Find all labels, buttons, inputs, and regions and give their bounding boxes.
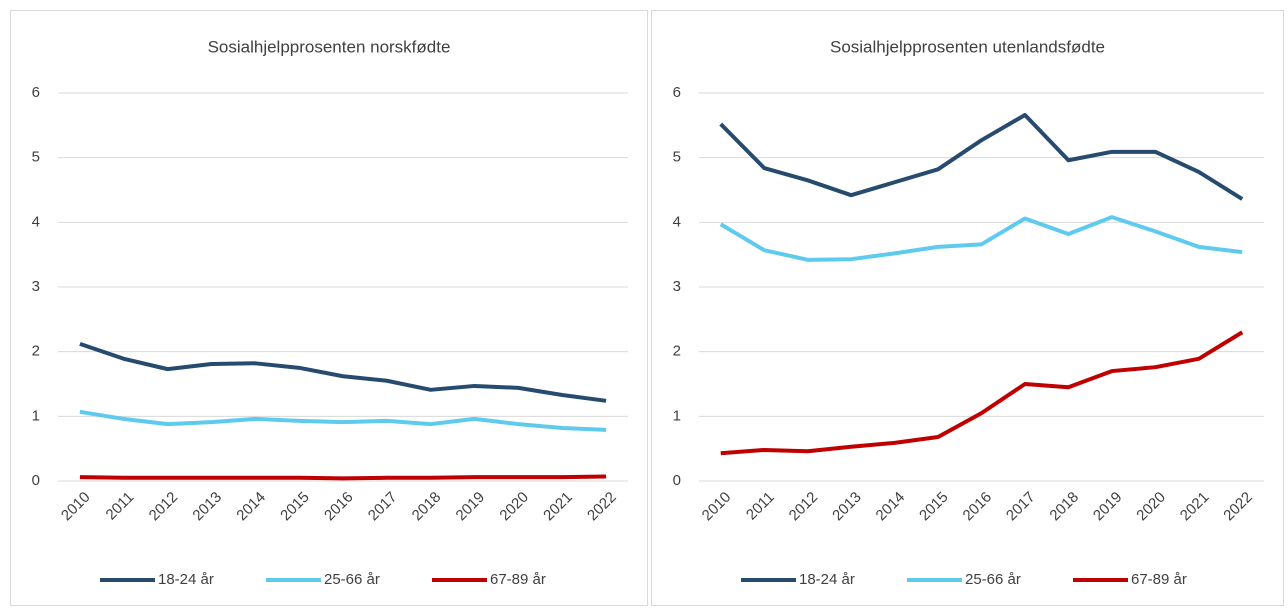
legend-label: 25-66 år [324, 571, 380, 588]
y-tick-label: 6 [673, 84, 681, 101]
line-series [79, 474, 607, 481]
y-tick-label: 4 [32, 213, 40, 230]
line-series [79, 409, 607, 432]
chart-title: Sosialhjelpprosenten utenlandsfødte [830, 37, 1105, 56]
y-tick-label: 3 [32, 278, 40, 295]
y-tick-label: 2 [673, 343, 681, 360]
panel [651, 10, 1284, 606]
y-tick-label: 5 [673, 149, 681, 166]
y-tick-label: 1 [32, 407, 40, 424]
y-tick-label: 4 [673, 213, 681, 230]
line-series [719, 215, 1243, 262]
line-series [720, 330, 1244, 456]
y-tick-label: 1 [673, 407, 681, 424]
legend-label: 67-89 år [1131, 571, 1187, 588]
y-tick-label: 0 [673, 472, 681, 489]
line-series [79, 342, 607, 403]
y-tick-label: 2 [32, 343, 40, 360]
panel [10, 10, 648, 606]
y-tick-label: 6 [32, 84, 40, 101]
legend-label: 18-24 år [799, 571, 855, 588]
y-tick-label: 0 [32, 472, 40, 489]
legend-label: 18-24 år [158, 571, 214, 588]
legend-label: 67-89 år [490, 571, 546, 588]
y-tick-label: 5 [32, 149, 40, 166]
y-tick-label: 3 [673, 278, 681, 295]
line-series [719, 112, 1244, 201]
chart-title: Sosialhjelpprosenten norskfødte [208, 37, 451, 56]
legend-label: 25-66 år [965, 571, 1021, 588]
